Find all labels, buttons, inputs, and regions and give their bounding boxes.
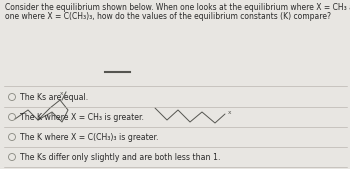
Text: The K where X = CH₃ is greater.: The K where X = CH₃ is greater. [20, 113, 144, 122]
Text: The Ks differ only slightly and are both less than 1.: The Ks differ only slightly and are both… [20, 152, 220, 162]
Text: one where X = C(CH₃)₃, how do the values of the equilibrium constants (K) compar: one where X = C(CH₃)₃, how do the values… [5, 12, 331, 21]
Text: The Ks are equal.: The Ks are equal. [20, 92, 88, 102]
Text: x: x [228, 111, 231, 115]
Text: Consider the equilibrium shown below. When one looks at the equilibrium where X : Consider the equilibrium shown below. Wh… [5, 3, 350, 12]
Text: x: x [60, 91, 64, 96]
Text: The K where X = C(CH₃)₃ is greater.: The K where X = C(CH₃)₃ is greater. [20, 132, 159, 141]
